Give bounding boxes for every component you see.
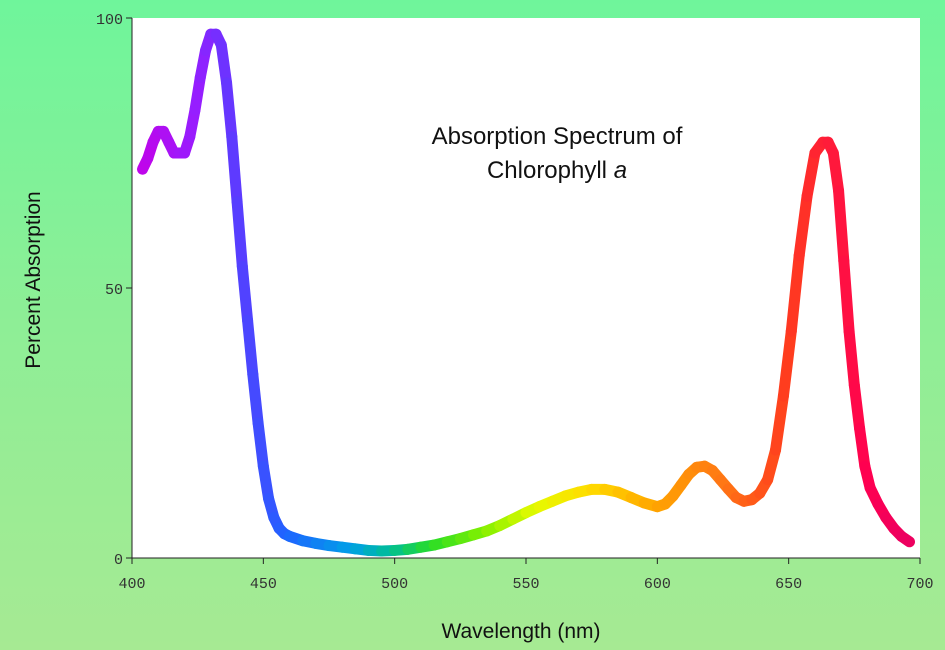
series-line [137, 28, 915, 557]
tick-marks [126, 17, 921, 564]
chart-title-line-1: Absorption Spectrum of [432, 123, 683, 150]
series-0-segment-73 [785, 250, 805, 337]
x-tick-label-450: 450 [250, 576, 277, 593]
series-0-segment-15 [215, 39, 233, 89]
series-0-segment-75 [801, 147, 821, 202]
y-tick-label-0: 0 [114, 552, 123, 569]
x-tick-label-400: 400 [118, 576, 145, 593]
chart-title-line-2: Chlorophyll a [487, 157, 627, 184]
x-tick-label-650: 650 [775, 576, 802, 593]
series-0-segment-81 [838, 255, 855, 337]
chart-title-line-2-text: Chlorophyll [487, 157, 614, 184]
series-0-segment-17 [226, 131, 243, 208]
series-0-segment-80 [833, 185, 850, 267]
series-0-segment-71 [770, 390, 789, 456]
series-0-segment-21 [247, 368, 264, 429]
x-tick-label-700: 700 [906, 576, 933, 593]
series-0-segment-82 [843, 325, 860, 391]
series-0-segment-16 [221, 77, 238, 143]
series-0-segment-18 [231, 196, 248, 272]
series-0-segment-79 [827, 147, 845, 197]
series-0-segment-22 [252, 417, 269, 472]
plot-area [132, 18, 920, 558]
y-tick-label-50: 50 [105, 282, 123, 299]
series-0-segment-20 [242, 314, 259, 380]
chart-title-line-2-italic: a [614, 157, 627, 184]
series-0-segment-19 [236, 260, 254, 326]
x-tick-label-500: 500 [381, 576, 408, 593]
series-0-segment-84 [854, 422, 871, 472]
series-0-segment-72 [777, 325, 797, 402]
tick-labels: 400 450 500 550 600 650 700 0 50 100 [96, 12, 934, 593]
series-0-segment-90 [896, 530, 915, 548]
y-tick-label-100: 100 [96, 12, 123, 29]
series-0-segment-83 [848, 379, 866, 434]
x-tick-label-600: 600 [644, 576, 671, 593]
series-0-segment-74 [793, 190, 813, 262]
x-axis-title: Wavelength (nm) [441, 620, 600, 643]
x-tick-label-550: 550 [512, 576, 539, 593]
y-axis-title: Percent Absorption [22, 191, 45, 368]
